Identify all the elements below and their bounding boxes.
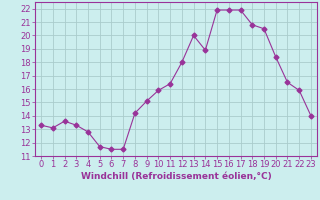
X-axis label: Windchill (Refroidissement éolien,°C): Windchill (Refroidissement éolien,°C) [81, 172, 271, 181]
